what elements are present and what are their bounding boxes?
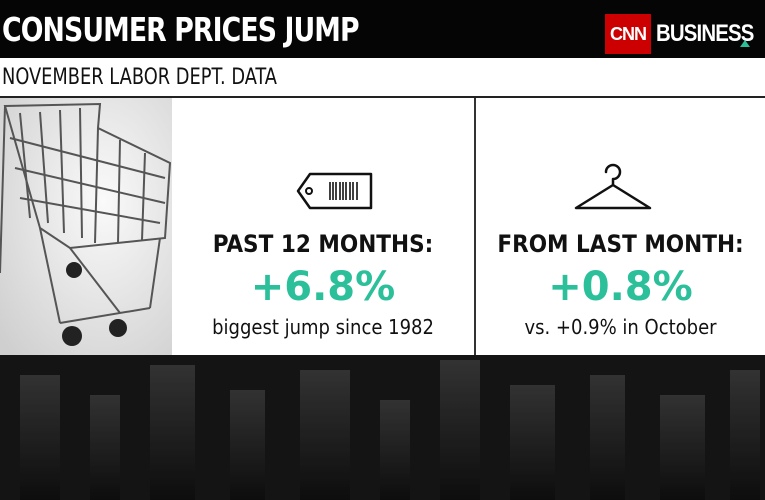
subtitle: NOVEMBER LABOR DEPT. DATA — [2, 65, 277, 90]
panel-value: +6.8% — [250, 264, 396, 310]
panel: FROM LAST MONTH: +0.8% vs. +0.9% in Octo… — [476, 98, 765, 355]
divider — [474, 98, 476, 355]
background-bars — [0, 355, 765, 500]
headline: CONSUMER PRICES JUMP — [2, 10, 360, 49]
panel-note: vs. +0.9% in October — [524, 315, 717, 339]
panel-label: PAST 12 MONTHS: — [212, 230, 434, 258]
logo-brand: CNN — [605, 14, 651, 54]
panel-value: +0.8% — [548, 264, 693, 310]
panel-note: biggest jump since 1982 — [212, 315, 434, 339]
logo-section: BUSINESS — [656, 20, 754, 47]
subtitle-band — [0, 58, 765, 98]
hanger-icon — [574, 163, 652, 210]
panel: PAST 12 MONTHS: +6.8% biggest jump since… — [172, 98, 474, 355]
panel-label: FROM LAST MONTH: — [497, 230, 744, 258]
shopping-cart-photo — [0, 98, 172, 355]
logo-accent — [740, 40, 750, 47]
price-tag-icon — [296, 172, 373, 210]
